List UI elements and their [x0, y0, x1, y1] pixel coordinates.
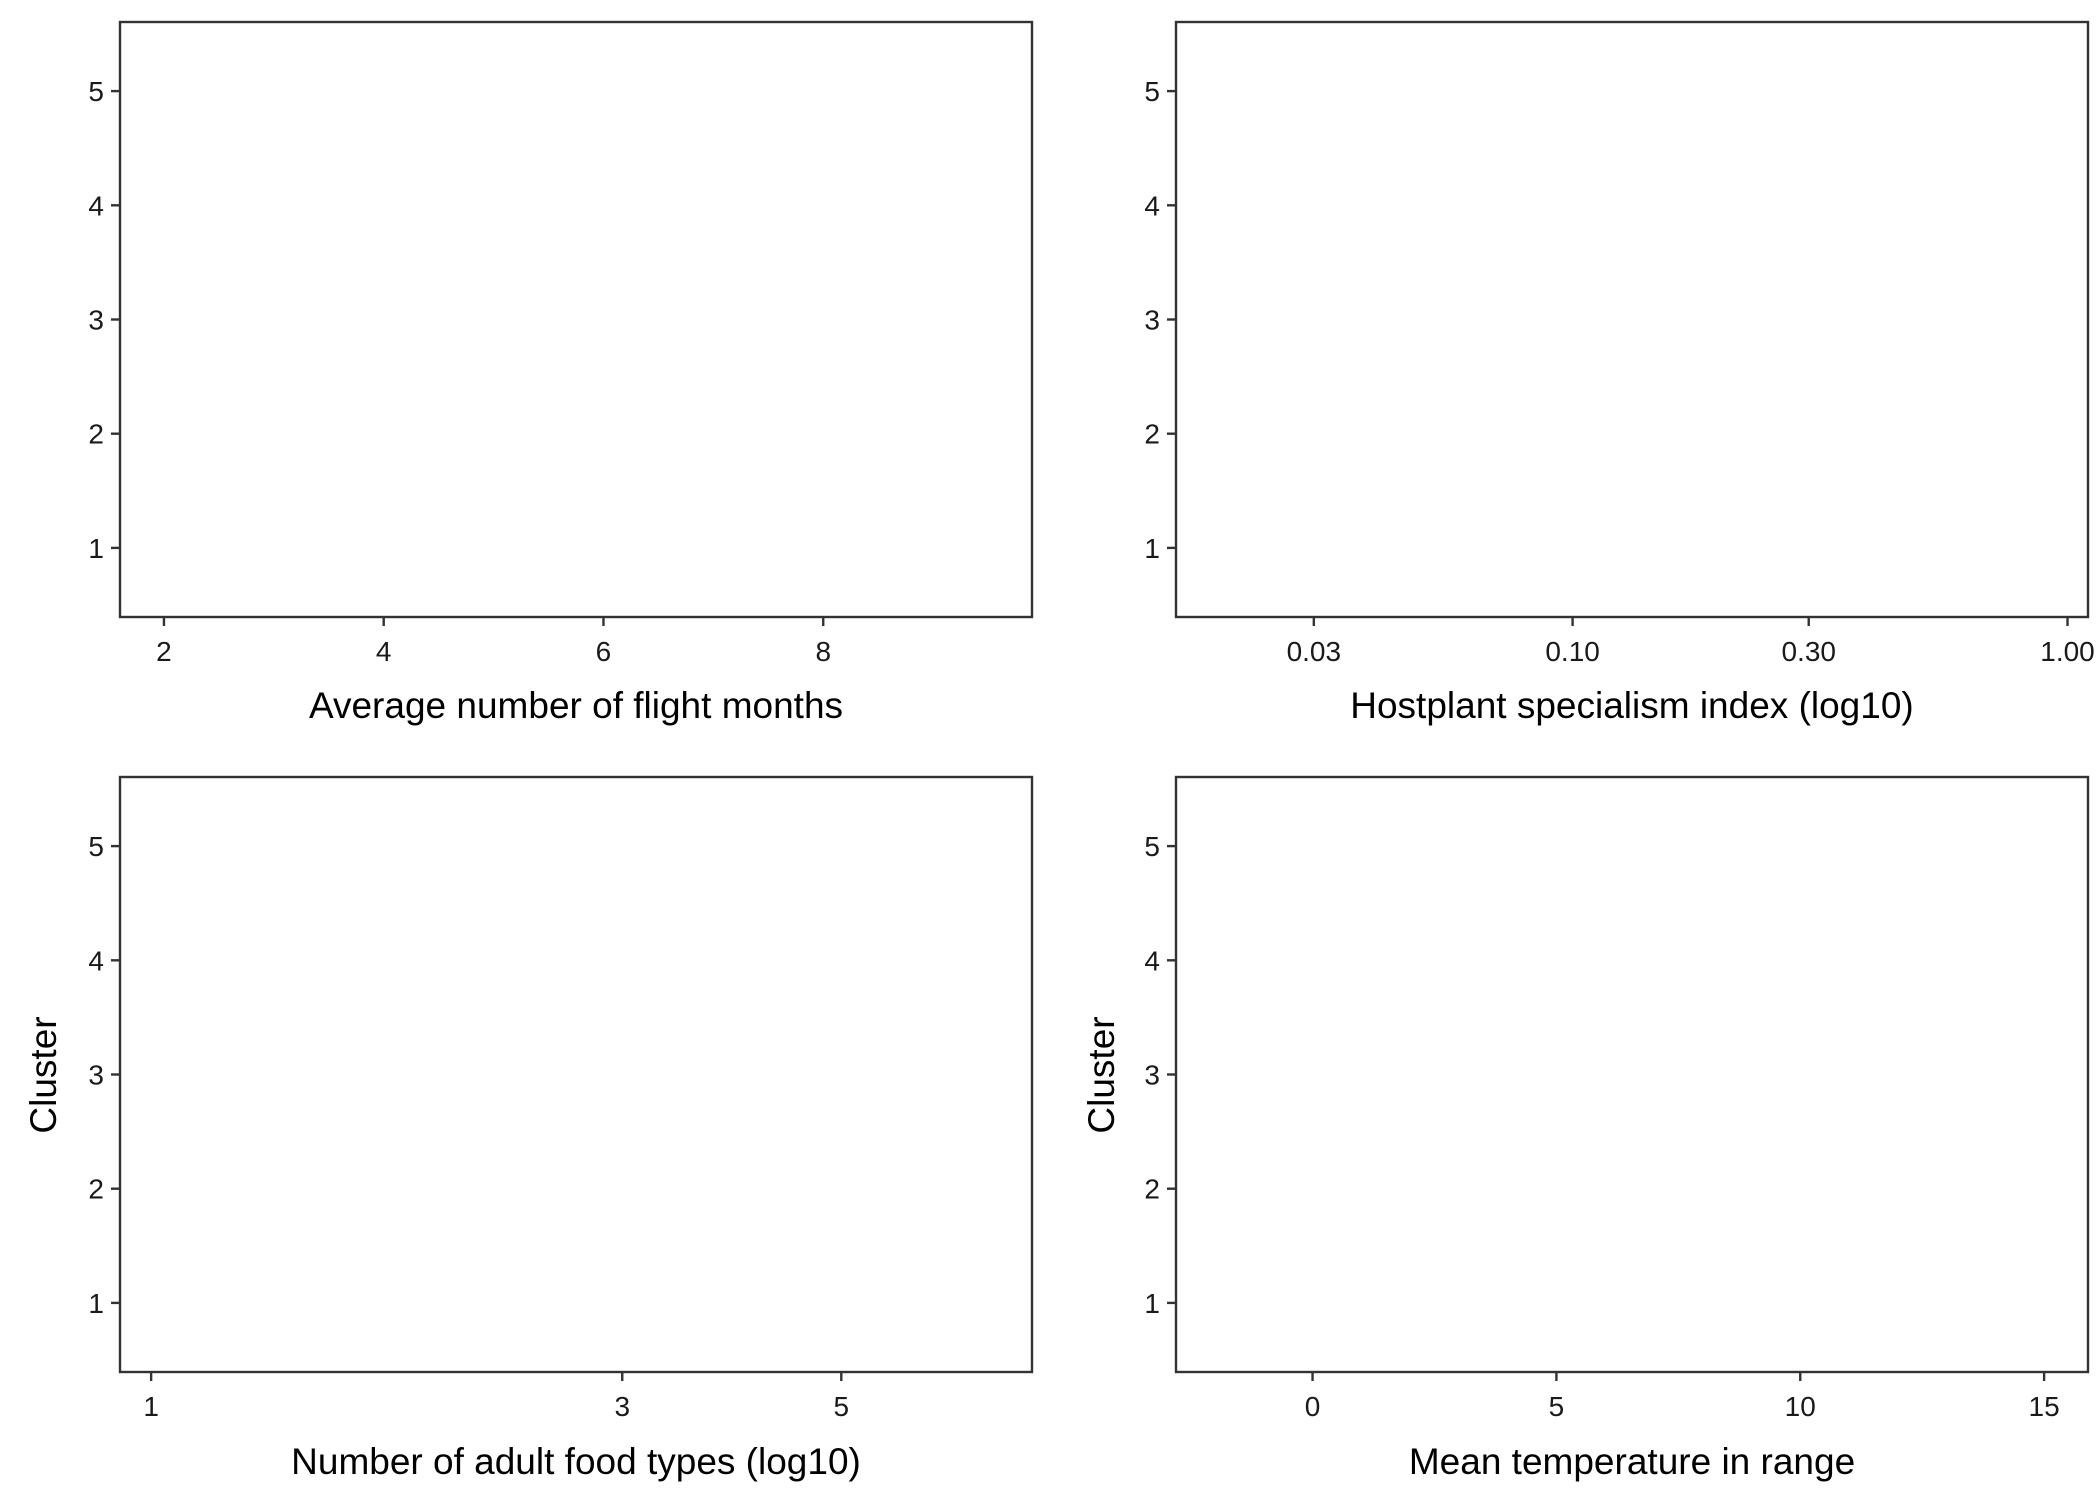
x-tick-label: 0.03: [1287, 636, 1342, 667]
panel-1: 2 4 6 8 1 2 3 4 5: [88, 20, 1034, 667]
x-tick-label: 5: [1549, 1391, 1565, 1422]
panel-2-x-axis-title: Hostplant specialism index (log10): [1350, 685, 1914, 726]
x-tick-label: 0.30: [1781, 636, 1836, 667]
y-tick-label: 5: [88, 831, 104, 862]
y-tick-label: 4: [1144, 945, 1160, 976]
panel-3-x-axis-title: Number of adult food types (log10): [291, 1441, 861, 1482]
x-tick-label: 8: [815, 636, 831, 667]
y-tick-label: 3: [1144, 305, 1160, 336]
y-tick-label: 3: [88, 1060, 104, 1091]
y-tick-label: 5: [88, 76, 104, 107]
y-tick-label: 3: [88, 305, 104, 336]
panel-3: 1 3 5 1 2 3 4 5: [88, 775, 1034, 1422]
y-tick-label: 4: [1144, 190, 1160, 221]
x-tick-label: 2: [156, 636, 172, 667]
panel-3-border: [118, 775, 1034, 1374]
y-tick-label: 2: [88, 419, 104, 450]
panel-1-x-axis-title: Average number of flight months: [309, 685, 843, 726]
y-tick-label: 5: [1144, 831, 1160, 862]
x-tick-label: 10: [1785, 1391, 1816, 1422]
y-tick-label: 2: [1144, 419, 1160, 450]
panel-4-x-axis-title: Mean temperature in range: [1409, 1441, 1855, 1482]
panel-4-y-axis-title: Cluster: [1081, 1016, 1122, 1133]
x-tick-label: 3: [614, 1391, 630, 1422]
panel-2: 0.03 0.10 0.30 1.00 1 2 3 4 5: [1144, 20, 2095, 667]
panel-4-border: [1174, 775, 2090, 1374]
y-tick-label: 1: [1144, 1288, 1160, 1319]
x-tick-label: 0.10: [1545, 636, 1600, 667]
y-tick-label: 3: [1144, 1060, 1160, 1091]
x-tick-label: 0: [1305, 1391, 1321, 1422]
panel-3-y-axis-title: Cluster: [23, 1016, 64, 1133]
y-tick-label: 2: [88, 1174, 104, 1205]
x-tick-label: 1.00: [2040, 636, 2095, 667]
panel-1-border: [118, 20, 1034, 619]
y-tick-label: 1: [1144, 533, 1160, 564]
y-tick-label: 5: [1144, 76, 1160, 107]
x-tick-label: 6: [596, 636, 612, 667]
x-tick-label: 1: [143, 1391, 159, 1422]
panel-4: 0 5 10 15 1 2 3 4 5: [1144, 775, 2090, 1422]
y-tick-label: 2: [1144, 1174, 1160, 1205]
y-tick-label: 4: [88, 190, 104, 221]
y-tick-label: 1: [88, 533, 104, 564]
x-tick-label: 4: [376, 636, 392, 667]
x-tick-label: 5: [834, 1391, 850, 1422]
y-tick-label: 1: [88, 1288, 104, 1319]
x-tick-label: 15: [2029, 1391, 2060, 1422]
panel-2-border: [1174, 20, 2090, 619]
y-tick-label: 4: [88, 945, 104, 976]
